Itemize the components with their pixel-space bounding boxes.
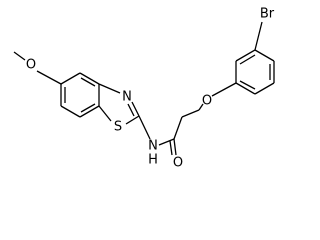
bond — [181, 109, 200, 118]
bond — [131, 101, 140, 117]
bond — [254, 82, 275, 95]
atom-label: H — [148, 153, 158, 168]
bond — [80, 77, 96, 87]
atom-label: O — [202, 94, 212, 109]
bond — [254, 49, 275, 62]
bond — [239, 80, 256, 90]
bond — [138, 115, 151, 140]
bond — [13, 51, 26, 61]
bond — [235, 49, 256, 62]
bond — [158, 138, 175, 146]
bond — [98, 105, 112, 122]
molecule-diagram: O S N N H O O Br — [13, 7, 275, 171]
bond — [125, 115, 140, 125]
bond — [127, 103, 135, 117]
atom-label: O — [173, 156, 183, 171]
atom-labels: O S N N H O O Br — [26, 7, 275, 171]
bond — [79, 105, 100, 118]
atom-label: N — [148, 139, 158, 154]
bond — [211, 82, 237, 97]
bond — [36, 70, 62, 85]
bond — [239, 54, 256, 65]
atom-label: O — [26, 58, 36, 73]
bond — [79, 72, 100, 85]
bonds — [13, 21, 275, 156]
bond — [80, 103, 96, 113]
bond — [169, 140, 173, 156]
atom-label: N — [122, 90, 132, 105]
bond — [235, 82, 256, 95]
bond — [198, 103, 204, 111]
bond — [98, 83, 121, 94]
atom-label: Br — [260, 7, 275, 22]
atom-label: S — [114, 120, 122, 135]
bond — [254, 21, 263, 51]
bond — [60, 105, 81, 118]
bond — [173, 116, 183, 140]
bond — [60, 72, 81, 85]
bond — [173, 138, 177, 156]
